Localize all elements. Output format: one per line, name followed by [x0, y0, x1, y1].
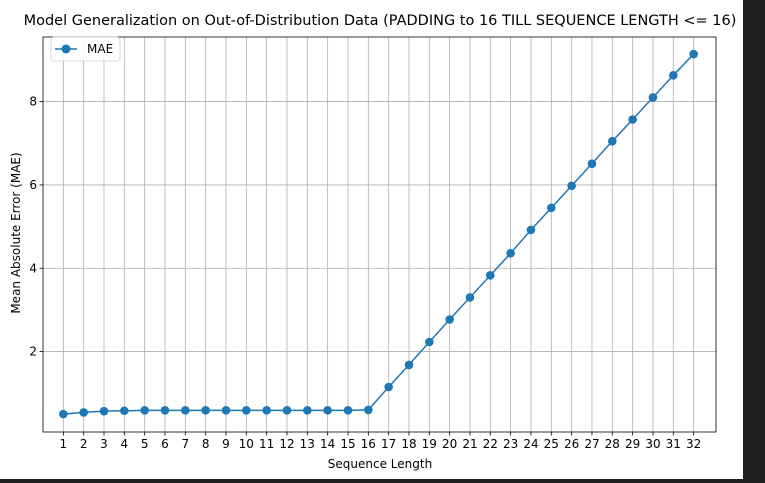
x-tick-label: 32 — [686, 437, 701, 451]
y-tick-label: 6 — [29, 178, 37, 192]
data-point-mae — [201, 406, 210, 415]
data-point-mae — [120, 406, 129, 416]
data-point-mae — [343, 406, 353, 415]
data-point-mae — [608, 136, 617, 146]
plot-frame — [42, 36, 717, 433]
x-tick-label: 15 — [340, 437, 355, 451]
x-tick-label: 6 — [161, 437, 169, 451]
series-line-mae — [63, 53, 695, 415]
x-tick-label: 17 — [381, 437, 396, 451]
x-tick-label: 11 — [259, 437, 274, 451]
data-point-mae — [689, 49, 698, 59]
data-point-mae — [99, 406, 109, 416]
data-point-mae — [59, 409, 68, 419]
data-point-mae — [221, 406, 231, 415]
series-layer — [59, 49, 698, 419]
x-tick-label: 10 — [239, 437, 254, 451]
x-tick-label: 9 — [222, 437, 230, 451]
x-tick-label: 5 — [141, 437, 149, 451]
x-tick-label: 14 — [320, 437, 335, 451]
x-tick-label: 27 — [584, 437, 599, 451]
data-point-mae — [404, 360, 414, 370]
x-tick-label: 7 — [182, 437, 190, 451]
x-tick-label: 18 — [401, 437, 416, 451]
x-axis-title: Sequence Length — [328, 457, 432, 471]
x-tick-label: 30 — [645, 437, 660, 451]
x-tick-label: 25 — [544, 437, 559, 451]
x-tick-label: 13 — [300, 437, 315, 451]
x-tick-label: 23 — [503, 437, 518, 451]
data-point-mae — [384, 382, 393, 392]
x-tick-label: 20 — [442, 437, 457, 451]
data-point-mae — [547, 203, 556, 213]
legend: MAE — [50, 36, 121, 62]
x-tick-label: 4 — [121, 437, 129, 451]
data-point-mae — [282, 406, 292, 415]
data-point-mae — [79, 408, 88, 417]
x-tick-label: 1 — [60, 437, 68, 451]
x-tick-label: 22 — [483, 437, 498, 451]
y-tick-label: 4 — [29, 261, 37, 275]
y-tick-label: 8 — [29, 95, 37, 109]
data-point-mae — [648, 93, 658, 102]
grid — [43, 37, 716, 432]
x-tick-label: 26 — [564, 437, 579, 451]
data-point-mae — [669, 71, 678, 80]
data-point-mae — [567, 181, 576, 191]
legend-marker-swatch — [61, 44, 71, 54]
x-tick-label: 28 — [605, 437, 620, 451]
data-point-mae — [445, 315, 454, 324]
data-point-mae — [628, 115, 637, 124]
chart-figure: Model Generalization on Out-of-Distribut… — [0, 0, 743, 479]
data-point-mae — [465, 293, 475, 302]
data-point-mae — [364, 405, 373, 415]
data-point-mae — [140, 406, 149, 415]
x-tick-label: 19 — [422, 437, 437, 451]
x-tick-label: 24 — [523, 437, 538, 451]
data-point-mae — [181, 406, 190, 415]
x-tick-label: 12 — [279, 437, 294, 451]
x-tick-label: 21 — [462, 437, 477, 451]
x-tick-label: 31 — [666, 437, 681, 451]
data-point-mae — [303, 406, 312, 415]
data-point-mae — [506, 248, 515, 258]
x-tick-label: 16 — [361, 437, 376, 451]
x-tick-label: 8 — [202, 437, 210, 451]
y-axis-title: Mean Absolute Error (MAE) — [9, 152, 23, 313]
data-point-mae — [262, 406, 271, 415]
data-point-mae — [242, 406, 251, 415]
data-point-mae — [587, 159, 597, 168]
data-point-mae — [486, 271, 495, 280]
x-tick-label: 2 — [80, 437, 88, 451]
legend-box — [50, 36, 121, 62]
y-axis-ticks: 2 4 6 8 — [29, 95, 43, 359]
data-point-mae — [160, 406, 170, 415]
x-axis-ticks: 1 2 3 4 5 6 7 8 9 10 11 12 13 14 15 16 17 18 19 20 21 22 23 24 2… — [60, 432, 701, 451]
data-point-mae — [323, 406, 332, 415]
y-tick-label: 2 — [29, 345, 37, 359]
x-tick-label: 3 — [100, 437, 108, 451]
chart-title: Model Generalization on Out-of-Distribut… — [24, 13, 737, 29]
line-chart: Model Generalization on Out-of-Distribut… — [9, 13, 737, 471]
data-point-mae — [526, 225, 536, 235]
x-tick-label: 29 — [625, 437, 640, 451]
data-point-mae — [425, 337, 434, 347]
legend-label-mae: MAE — [87, 42, 113, 56]
